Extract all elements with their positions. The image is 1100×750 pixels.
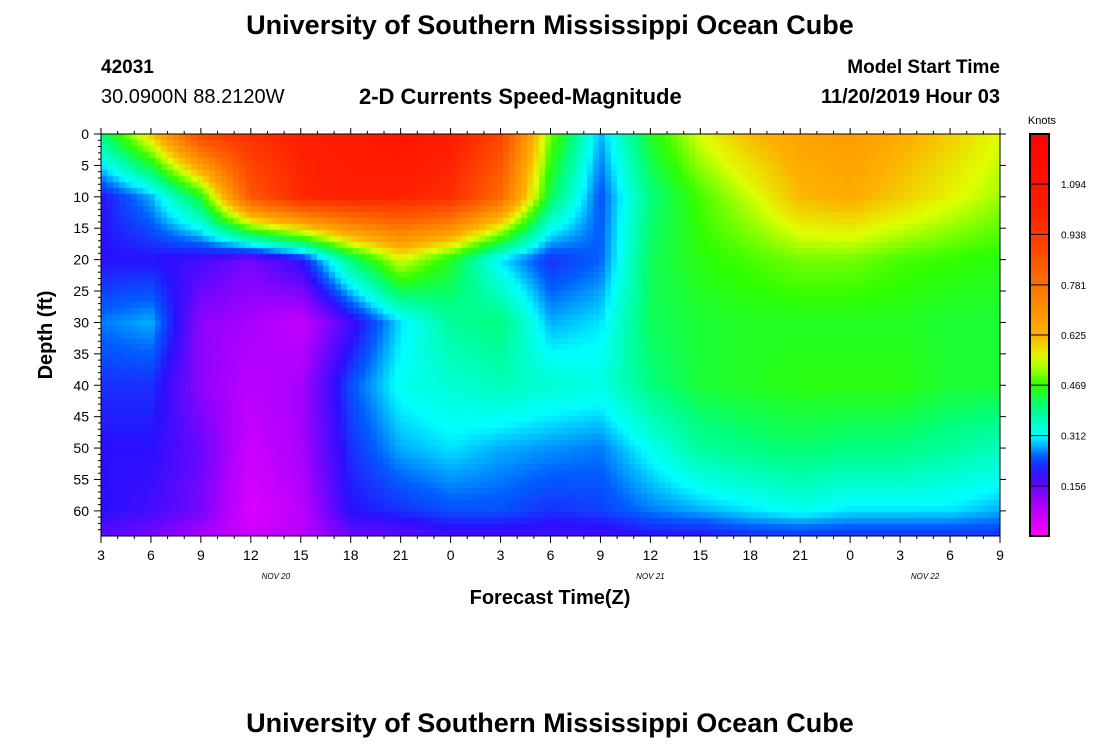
x-axis-label: Forecast Time(Z) bbox=[470, 587, 631, 609]
y-tick-label: 35 bbox=[73, 346, 89, 362]
footer-title: University of Southern Mississippi Ocean… bbox=[246, 708, 854, 738]
x-tick-label: 9 bbox=[996, 547, 1004, 563]
x-tick-label: 15 bbox=[293, 547, 309, 563]
model-start-time: 11/20/2019 Hour 03 bbox=[820, 86, 1000, 108]
x-tick-label: 3 bbox=[97, 547, 105, 563]
y-tick-label: 55 bbox=[73, 471, 89, 487]
x-tick-label: 0 bbox=[447, 547, 455, 563]
date-label: NOV 22 bbox=[911, 572, 940, 581]
colorbar-label: Knots bbox=[1028, 115, 1057, 127]
y-tick-label: 10 bbox=[73, 189, 89, 205]
x-tick-label: 21 bbox=[792, 547, 808, 563]
plot-border bbox=[100, 133, 1001, 537]
y-tick-label: 5 bbox=[81, 157, 89, 173]
colorbar-tick-label: 0.312 bbox=[1061, 432, 1086, 443]
colorbar-tick-label: 0.469 bbox=[1061, 381, 1086, 392]
colorbar-tick-label: 0.781 bbox=[1061, 281, 1086, 292]
colorbar-tick-label: 0.938 bbox=[1061, 230, 1086, 241]
colorbar-tick-label: 0.625 bbox=[1061, 331, 1086, 342]
x-tick-label: 12 bbox=[243, 547, 259, 563]
y-tick-label: 45 bbox=[73, 409, 89, 425]
date-label: NOV 21 bbox=[636, 572, 664, 581]
date-label: NOV 20 bbox=[262, 572, 291, 581]
chart-title: 2-D Currents Speed-Magnitude bbox=[359, 84, 682, 109]
x-tick-label: 9 bbox=[597, 547, 605, 563]
x-tick-label: 12 bbox=[643, 547, 659, 563]
x-tick-label: 3 bbox=[497, 547, 505, 563]
x-tick-label: 3 bbox=[896, 547, 904, 563]
y-tick-label: 20 bbox=[73, 252, 89, 268]
y-tick-label: 25 bbox=[73, 283, 89, 299]
x-tick-label: 6 bbox=[946, 547, 954, 563]
colorbar-tick-label: 0.156 bbox=[1061, 482, 1086, 493]
colorbar-tick-label: 1.094 bbox=[1061, 180, 1086, 191]
speed-heatmap bbox=[101, 134, 1000, 536]
station-id: 42031 bbox=[101, 57, 154, 78]
y-axis-label: Depth (ft) bbox=[35, 291, 57, 380]
model-start-label: Model Start Time bbox=[847, 57, 1000, 78]
x-tick-label: 18 bbox=[343, 547, 359, 563]
y-tick-label: 30 bbox=[73, 314, 89, 330]
page-title: University of Southern Mississippi Ocean… bbox=[246, 10, 854, 40]
y-tick-label: 60 bbox=[73, 503, 89, 519]
station-coordinates: 30.0900N 88.2120W bbox=[101, 86, 285, 108]
x-tick-label: 15 bbox=[693, 547, 709, 563]
y-tick-label: 15 bbox=[73, 220, 89, 236]
x-tick-label: 18 bbox=[742, 547, 758, 563]
x-tick-label: 9 bbox=[197, 547, 205, 563]
x-tick-label: 0 bbox=[846, 547, 854, 563]
x-tick-label: 6 bbox=[147, 547, 155, 563]
x-tick-label: 21 bbox=[393, 547, 409, 563]
x-tick-label: 6 bbox=[547, 547, 555, 563]
y-tick-label: 0 bbox=[81, 126, 89, 142]
y-tick-label: 50 bbox=[73, 440, 89, 456]
y-tick-label: 40 bbox=[73, 377, 89, 393]
